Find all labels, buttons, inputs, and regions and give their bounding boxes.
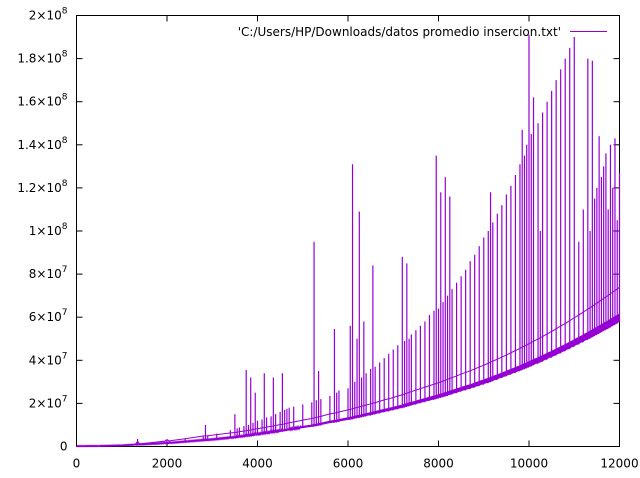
x-tick-label: 2000 <box>152 457 183 471</box>
series-line <box>76 286 620 447</box>
legend-entry-label: 'C:/Users/HP/Downloads/datos promedio in… <box>238 25 561 39</box>
x-axis: 0 2000 4000 6000 8000 10000 12000 <box>73 15 639 471</box>
y-tick-label: 6×107 <box>29 308 68 324</box>
y-tick-label: 1.8×108 <box>17 50 67 66</box>
series-line-band <box>76 313 620 448</box>
y-tick-mantissa: 6×10 <box>29 310 62 324</box>
y-tick-label: 1.4×108 <box>17 136 67 152</box>
x-tick-label: 8000 <box>423 457 454 471</box>
y-tick-exponent: 7 <box>62 351 68 361</box>
y-tick-label: 4×107 <box>29 351 68 367</box>
y-tick-exponent: 8 <box>62 136 68 146</box>
y-tick-label: 0 <box>60 440 68 454</box>
y-tick-mantissa: 0 <box>60 440 68 454</box>
y-tick-exponent: 8 <box>62 7 68 17</box>
series-layer <box>76 34 621 448</box>
x-tick-label: 10000 <box>510 457 548 471</box>
x-tick-label: 4000 <box>242 457 273 471</box>
y-tick-label: 1.2×108 <box>17 179 67 195</box>
y-tick-mantissa: 1.8×10 <box>17 52 61 66</box>
y-tick-exponent: 8 <box>62 93 68 103</box>
y-tick-mantissa: 1.2×10 <box>17 181 61 195</box>
y-tick-exponent: 8 <box>62 50 68 60</box>
y-tick-mantissa: 4×10 <box>29 353 62 367</box>
y-tick-label: 1×108 <box>29 222 68 238</box>
y-tick-mantissa: 1.4×10 <box>17 138 61 152</box>
x-tick-label: 0 <box>73 457 81 471</box>
y-tick-label: 2×108 <box>29 7 68 23</box>
y-tick-exponent: 7 <box>62 394 68 404</box>
y-tick-exponent: 8 <box>62 179 68 189</box>
y-tick-mantissa: 2×10 <box>29 9 62 23</box>
y-tick-label: 8×107 <box>29 265 68 281</box>
y-tick-mantissa: 8×10 <box>29 267 62 281</box>
y-axis: 02×1074×1076×1078×1071×1081.2×1081.4×108… <box>17 7 620 454</box>
x-tick-label: 12000 <box>600 457 638 471</box>
y-tick-exponent: 7 <box>62 308 68 318</box>
y-tick-exponent: 8 <box>62 222 68 232</box>
y-tick-label: 1.6×108 <box>17 93 67 109</box>
x-tick-label: 6000 <box>333 457 364 471</box>
series-0 <box>76 34 621 448</box>
legend: 'C:/Users/HP/Downloads/datos promedio in… <box>238 25 607 39</box>
y-tick-exponent: 7 <box>62 265 68 275</box>
y-tick-mantissa: 1.6×10 <box>17 95 61 109</box>
y-tick-mantissa: 1×10 <box>29 224 62 238</box>
y-tick-label: 2×107 <box>29 394 68 410</box>
y-tick-mantissa: 2×10 <box>29 396 62 410</box>
